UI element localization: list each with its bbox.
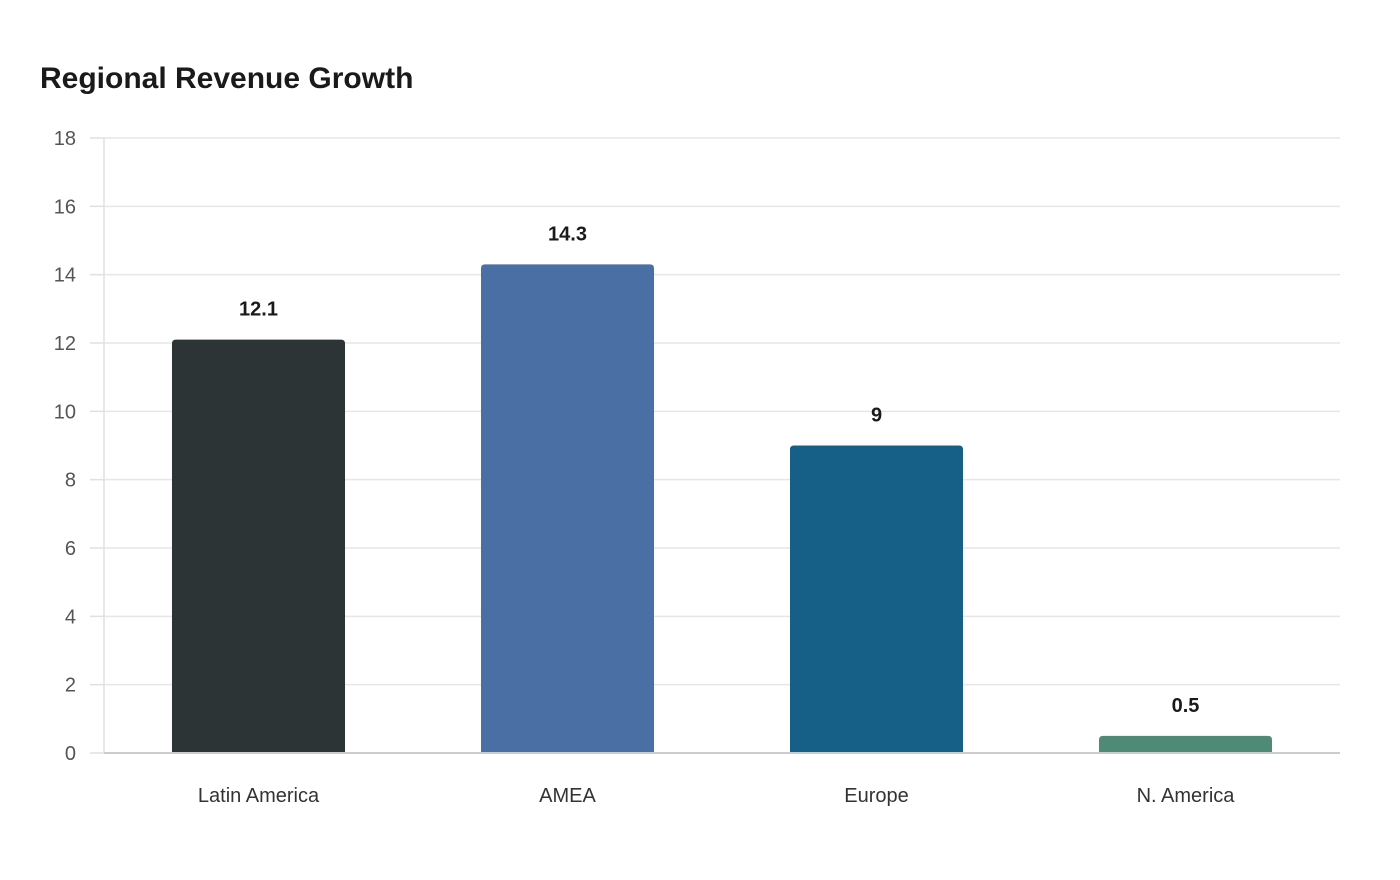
y-axis-ticks: 0 2 4 6 8 10 12 14 16 18 [54,128,104,765]
y-tick-label: 10 [54,401,76,423]
bars [171,264,1273,753]
bar-value-label: 14.3 [548,223,587,245]
y-tick-label: 18 [54,128,76,150]
bar [480,264,655,753]
x-category-label: Latin America [198,785,320,807]
y-tick-label: 14 [54,265,76,287]
bar [171,339,346,753]
y-tick-label: 8 [65,470,76,492]
chart-title: Regional Revenue Growth [40,62,414,95]
x-axis-categories: Latin America AMEA Europe N. America [198,785,1235,807]
y-tick-label: 16 [54,196,76,218]
bar-value-label: 9 [871,405,882,427]
x-category-label: AMEA [539,785,596,807]
y-tick-label: 2 [65,675,76,697]
bar-value-label: 0.5 [1172,695,1200,717]
y-tick-label: 12 [54,333,76,355]
y-tick-label: 0 [65,743,76,765]
bar [1098,735,1273,753]
y-tick-label: 4 [65,606,76,628]
y-tick-label: 6 [65,538,76,560]
value-labels: 12.1 14.3 9 0.5 [239,223,1199,717]
x-category-label: Europe [844,785,909,807]
bar-value-label: 12.1 [239,299,278,321]
x-category-label: N. America [1137,785,1236,807]
bar [789,445,964,753]
